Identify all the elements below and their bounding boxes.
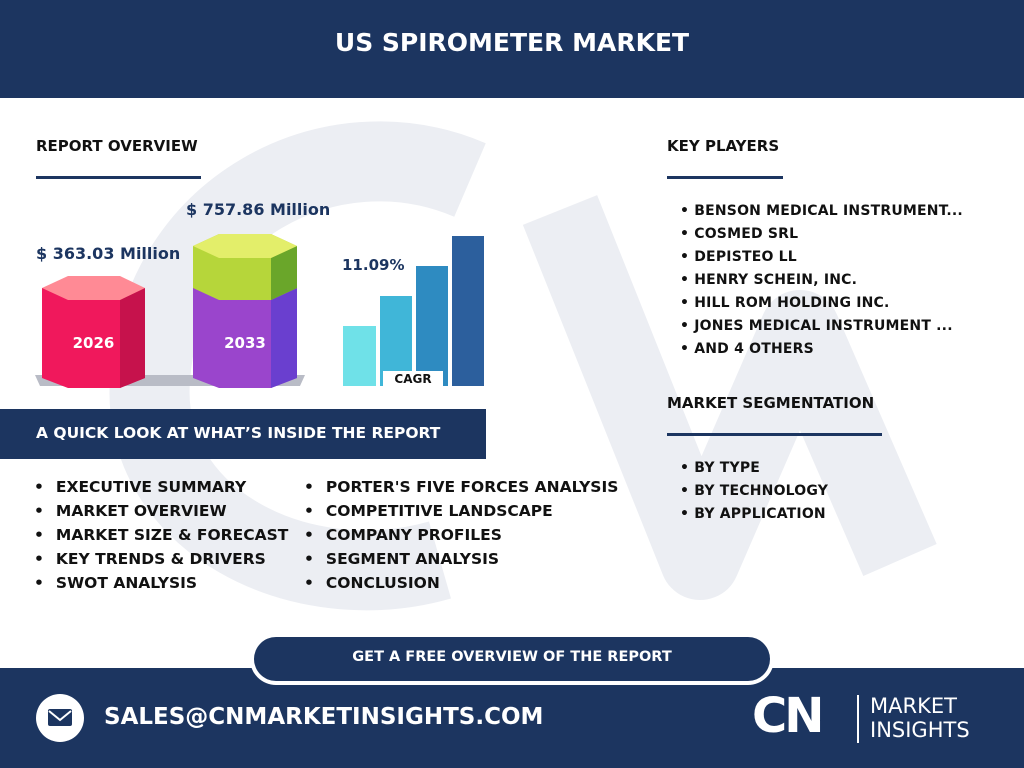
logo-text: MARKET INSIGHTS	[870, 694, 970, 742]
cagr-label: CAGR	[394, 372, 432, 386]
list-item: BENSON MEDICAL INSTRUMENT...	[680, 200, 963, 223]
list-item: KEY TRENDS & DRIVERS	[34, 547, 288, 571]
prism-side	[271, 288, 297, 388]
mail-icon	[48, 710, 72, 722]
prism-side	[271, 246, 297, 300]
cagr-label-box	[383, 371, 443, 387]
list-item: BY TYPE	[680, 457, 828, 480]
value-label: $ 757.86 Million	[186, 200, 331, 219]
list-item: BY TECHNOLOGY	[680, 480, 828, 503]
list-item: EXECUTIVE SUMMARY	[34, 475, 288, 499]
rule	[36, 176, 201, 179]
list-item: HENRY SCHEIN, INC.	[680, 269, 963, 292]
logo-mark: CN	[752, 688, 824, 744]
rule	[667, 433, 882, 436]
cagr-value: 11.09%	[342, 256, 405, 274]
prism-top	[42, 276, 145, 300]
list-item: JONES MEDICAL INSTRUMENT ...	[680, 315, 963, 338]
cta-label[interactable]: GET A FREE OVERVIEW OF THE REPORT	[352, 649, 672, 665]
logo-line: INSIGHTS	[870, 718, 970, 742]
cta-button[interactable]	[254, 637, 770, 681]
year-label: 2033	[224, 334, 266, 352]
email[interactable]: SALES@CNMARKETINSIGHTS.COM	[104, 704, 544, 730]
list-item: SEGMENT ANALYSIS	[304, 547, 618, 571]
list-item: SWOT ANALYSIS	[34, 571, 288, 595]
cagr-bar	[416, 266, 448, 386]
section-heading: REPORT OVERVIEW	[36, 137, 198, 155]
prism	[42, 288, 145, 388]
list: BENSON MEDICAL INSTRUMENT...COSMED SRLDE…	[680, 200, 963, 361]
list-item: COMPETITIVE LANDSCAPE	[304, 499, 618, 523]
list-item: MARKET SIZE & FORECAST	[34, 523, 288, 547]
prism-side	[120, 288, 145, 388]
list: PORTER'S FIVE FORCES ANALYSISCOMPETITIVE…	[304, 475, 618, 595]
list-item: BY APPLICATION	[680, 503, 828, 526]
list-item: MARKET OVERVIEW	[34, 499, 288, 523]
rule	[667, 176, 783, 179]
mail-icon	[48, 709, 72, 726]
cagr-bar	[343, 326, 376, 386]
section-band	[0, 409, 486, 459]
list-item: PORTER'S FIVE FORCES ANALYSIS	[304, 475, 618, 499]
cagr-bar	[452, 236, 484, 386]
list: BY TYPEBY TECHNOLOGYBY APPLICATION	[680, 457, 828, 526]
header-band	[0, 0, 1024, 98]
title: US SPIROMETER MARKET	[334, 28, 690, 57]
year-label: 2026	[72, 334, 115, 352]
section-heading: A QUICK LOOK AT WHAT’S INSIDE THE REPORT	[36, 424, 441, 442]
prism-cap	[193, 234, 297, 258]
list: EXECUTIVE SUMMARYMARKET OVERVIEWMARKET S…	[34, 475, 288, 595]
list-item: CONCLUSION	[304, 571, 618, 595]
watermark	[522, 195, 937, 600]
section-heading: MARKET SEGMENTATION	[667, 394, 875, 412]
list-item: HILL ROM HOLDING INC.	[680, 292, 963, 315]
list-item: AND 4 OTHERS	[680, 338, 963, 361]
section-heading: KEY PLAYERS	[667, 137, 780, 155]
value-label: $ 363.03 Million	[36, 244, 181, 263]
logo-line: MARKET	[870, 694, 957, 718]
list-item: DEPISTEO LL	[680, 246, 963, 269]
list-item: COMPANY PROFILES	[304, 523, 618, 547]
list-item: COSMED SRL	[680, 223, 963, 246]
